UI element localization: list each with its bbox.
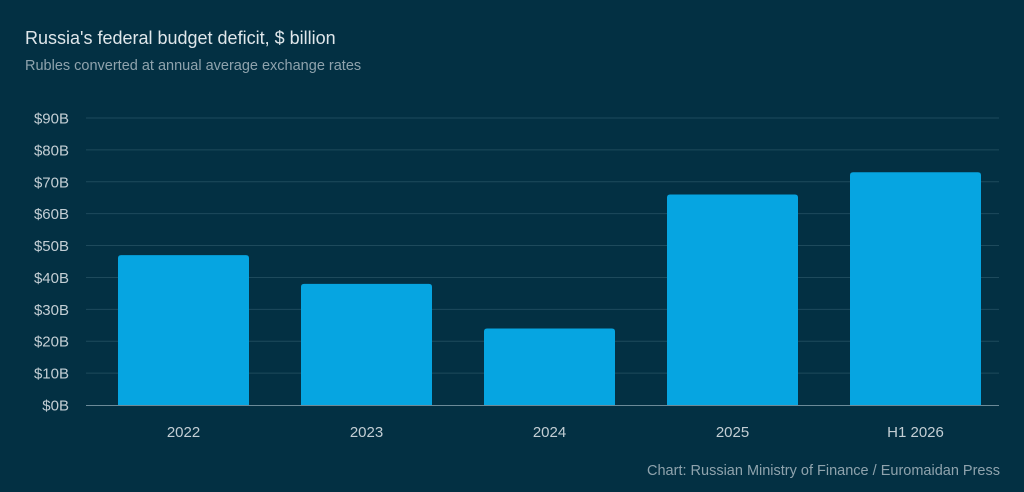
y-tick-label: $0B <box>42 398 69 415</box>
y-tick-label: $90B <box>34 111 69 128</box>
x-axis-tick-labels: 2022 2023 2024 2025 H1 2026 <box>167 424 944 441</box>
bar-2022 <box>118 255 249 405</box>
bar-2025 <box>667 194 798 405</box>
x-tick-label: 2022 <box>167 424 200 441</box>
y-tick-label: $60B <box>34 206 69 223</box>
chart-source: Chart: Russian Ministry of Finance / Eur… <box>647 463 1000 479</box>
chart-title: Russia's federal budget deficit, $ billi… <box>25 28 336 48</box>
y-tick-label: $20B <box>34 334 69 351</box>
y-tick-label: $50B <box>34 238 69 255</box>
y-axis-tick-labels: $0B $10B $20B $30B $40B $50B $60B $70B $80B $90B <box>34 111 69 415</box>
x-tick-label: 2023 <box>350 424 383 441</box>
bar-2023 <box>301 283 432 405</box>
y-tick-label: $80B <box>34 142 69 159</box>
x-tick-label: 2025 <box>716 424 749 441</box>
x-tick-label: H1 2026 <box>887 424 944 441</box>
y-tick-label: $40B <box>34 270 69 287</box>
chart-subtitle: Rubles converted at annual average excha… <box>25 58 362 74</box>
bar-2024 <box>484 328 615 405</box>
y-tick-label: $10B <box>34 366 69 383</box>
y-tick-label: $30B <box>34 302 69 319</box>
bar-h1-2026 <box>850 172 981 405</box>
y-tick-label: $70B <box>34 174 69 191</box>
bars <box>118 172 981 405</box>
x-tick-label: 2024 <box>533 424 566 441</box>
